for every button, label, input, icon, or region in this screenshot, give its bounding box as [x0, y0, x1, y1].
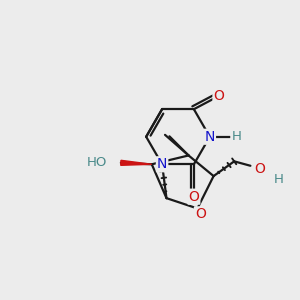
Text: HO: HO: [87, 156, 108, 169]
Text: N: N: [157, 157, 167, 171]
Text: N: N: [205, 130, 215, 144]
Text: O: O: [195, 207, 206, 221]
Text: H: H: [273, 172, 283, 185]
Text: H: H: [231, 130, 241, 143]
Text: O: O: [188, 190, 199, 204]
Text: O: O: [214, 89, 224, 103]
Text: O: O: [254, 162, 265, 176]
Polygon shape: [121, 160, 152, 165]
